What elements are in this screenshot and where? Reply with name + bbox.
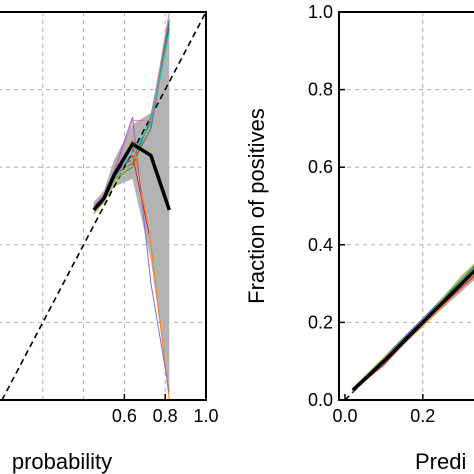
left-axes-frame xyxy=(0,11,207,401)
right-confidence-band xyxy=(352,263,474,393)
right-x-axis-label: Predi xyxy=(415,449,466,474)
y-tick-label: 0.6 xyxy=(308,157,333,177)
left-confidence-band xyxy=(93,15,170,393)
fold-series-line xyxy=(352,275,474,391)
fold-series-line xyxy=(93,12,170,207)
fold-series-line xyxy=(352,274,474,389)
left-plot-panel: 0.6 0.8 1.0 probability xyxy=(0,11,219,474)
perfect-calibration-line xyxy=(1,12,206,400)
x-tick-label: 0.8 xyxy=(153,406,178,426)
left-series-group xyxy=(92,12,171,400)
mean-series-line xyxy=(351,268,474,392)
right-y-axis-label: Fraction of positives xyxy=(244,108,269,304)
x-tick-label: 1.0 xyxy=(193,406,218,426)
x-tick-label: 0.2 xyxy=(410,406,435,426)
y-tick-label: 0.4 xyxy=(308,235,333,255)
right-reference-diagonal xyxy=(344,270,474,400)
right-axis-ticks: 0.0 0.2 0.0 0.2 0.4 0.6 0.8 1.0 xyxy=(308,2,435,426)
left-reference-diagonal xyxy=(1,12,206,400)
fold-series-line xyxy=(352,265,474,393)
y-tick-label: 0.2 xyxy=(308,312,333,332)
confidence-band-area xyxy=(352,263,474,393)
x-tick-label: 0.6 xyxy=(112,406,137,426)
right-grid xyxy=(339,12,474,400)
right-axes-frame xyxy=(338,11,474,401)
left-x-axis-label: probability xyxy=(12,449,112,474)
left-x-ticks: 0.6 0.8 1.0 xyxy=(112,394,219,426)
y-tick-label: 0.0 xyxy=(308,390,333,410)
y-tick-label: 0.8 xyxy=(308,80,333,100)
x-tick-label: 0.0 xyxy=(332,406,357,426)
right-plot-panel: 0.0 0.2 0.0 0.2 0.4 0.6 0.8 1.0 Fraction of pos… xyxy=(244,2,474,474)
fold-series-line xyxy=(352,266,474,393)
perfect-calibration-line xyxy=(344,270,474,400)
fold-series-line xyxy=(352,270,474,393)
fold-series-line xyxy=(352,264,474,389)
fold-series-line xyxy=(93,147,152,215)
y-tick-label: 1.0 xyxy=(308,2,333,22)
mean-series-line xyxy=(92,141,171,212)
confidence-band-area xyxy=(93,15,170,393)
right-series-group xyxy=(351,264,474,393)
